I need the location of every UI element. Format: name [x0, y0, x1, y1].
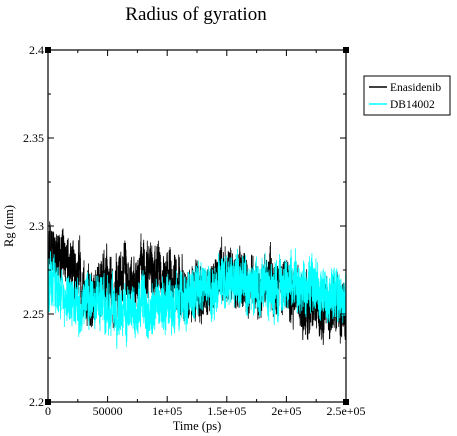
legend-box — [363, 75, 451, 116]
y-tick-label: 2.3 — [29, 219, 44, 233]
series-layer — [48, 221, 346, 349]
y-tick-label: 2.25 — [23, 307, 44, 321]
plot-frame — [47, 49, 347, 403]
x-axis-label: Time (ps) — [173, 419, 222, 433]
legend-label-enasidenib: Enasidenib — [390, 82, 441, 94]
x-tick-label: 2e+05 — [271, 404, 301, 418]
y-axis-label: Rg (nm) — [2, 205, 16, 247]
x-tick-label: 2.5e+05 — [326, 404, 365, 418]
y-tick-label: 2.4 — [29, 43, 44, 57]
x-tick-label: 50000 — [93, 404, 123, 418]
chart-title: Radius of gyration — [125, 4, 267, 25]
x-tick-label: 1.5e+05 — [207, 404, 246, 418]
y-tick-label: 2.35 — [23, 131, 44, 145]
legend: Enasidenib DB14002 — [363, 75, 451, 116]
series-line-db14002 — [48, 248, 346, 349]
x-tick-label: 1e+05 — [152, 404, 182, 418]
legend-label-db14002: DB14002 — [390, 99, 435, 111]
y-tick-label: 2.2 — [29, 395, 44, 409]
x-tick-label: 0 — [45, 404, 51, 418]
